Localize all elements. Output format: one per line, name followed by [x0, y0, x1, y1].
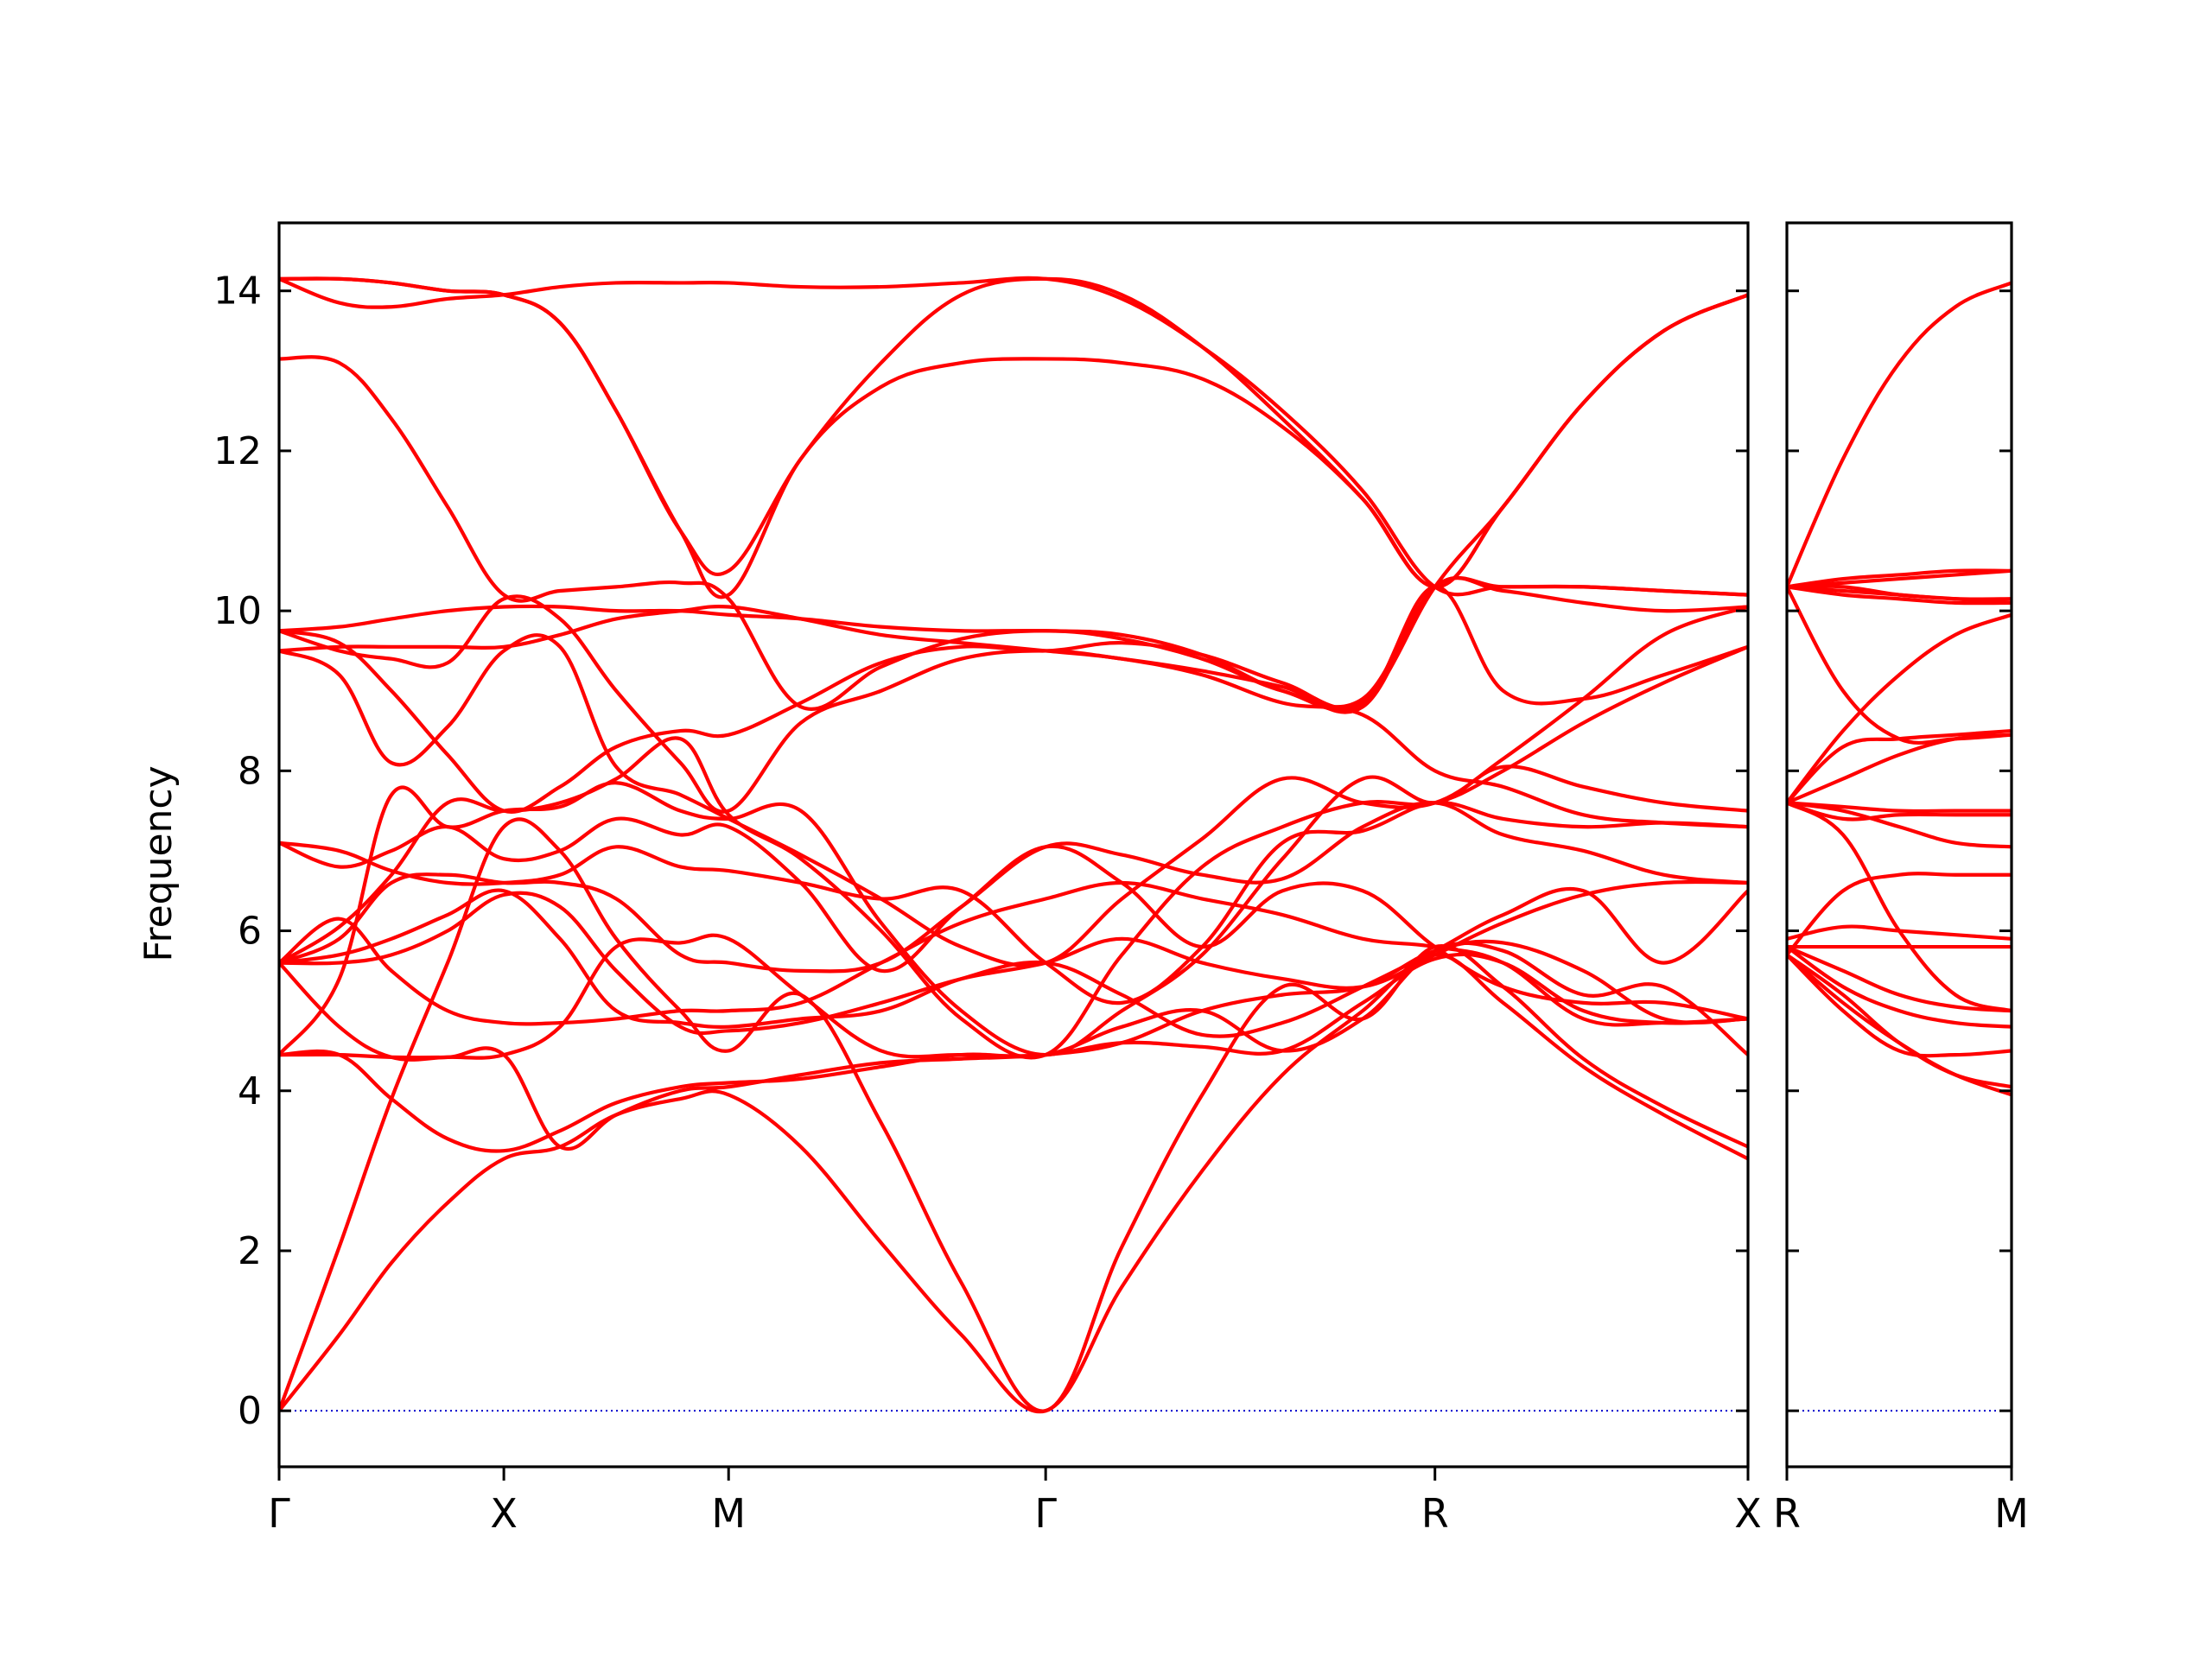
bands-group [1787, 281, 2012, 1097]
phonon-band-line [279, 880, 1748, 1027]
phonon-band-line [1787, 281, 2012, 589]
phonon-band-line [1787, 944, 2012, 1029]
phonon-band-line [1787, 585, 2012, 745]
y-tick-label: 4 [238, 1069, 262, 1113]
phonon-band-line [279, 816, 1748, 1021]
phonon-band-line [279, 879, 1748, 1036]
axes-frame [1785, 221, 2013, 1469]
phonon-band-line [279, 644, 1748, 1060]
phonon-band-line [1787, 944, 2012, 1013]
phonon-band-line [1787, 568, 2012, 589]
y-tick-label: 14 [213, 270, 262, 314]
y-tick-label: 8 [238, 749, 262, 793]
phonon-band-line [1787, 801, 2012, 814]
phonon-band-line [1787, 801, 2012, 1013]
panel-main: 0 2 4 6 8 10 12 14 Γ X M Γ R X [213, 221, 1762, 1537]
phonon-band-line [279, 605, 1748, 829]
x-tick-label: X [490, 1490, 518, 1537]
phonon-band-line [279, 585, 1748, 814]
phonon-band-line [1787, 568, 2012, 589]
phonon-band-line [1787, 584, 2012, 605]
bands-group [279, 276, 1748, 1414]
x-tick-label: R [1421, 1490, 1449, 1537]
x-tick-label: Γ [1034, 1490, 1057, 1537]
phonon-band-line [1787, 953, 2012, 1089]
phonon-band-line [1787, 953, 2012, 1058]
phonon-band-line [1787, 801, 2012, 821]
x-tick-label: R [1773, 1490, 1801, 1537]
phonon-band-line [279, 933, 1748, 1062]
y-tick-label: 2 [238, 1229, 262, 1273]
y-tick-label: 10 [213, 589, 262, 633]
phonon-band-line [1787, 585, 2012, 606]
phonon-band-line [1787, 801, 2012, 849]
x-tick-label: X [1734, 1490, 1762, 1537]
axes-frame [277, 221, 1750, 1469]
y-axis-label: Frequency [137, 765, 181, 961]
phonon-band-line [1787, 872, 2012, 957]
y-tick-label: 6 [238, 910, 262, 954]
x-tick-label: M [1994, 1490, 2029, 1537]
phonon-band-line [279, 801, 1748, 1005]
phonon-band-line [1787, 612, 2012, 805]
y-tick-label: 12 [213, 429, 262, 473]
phonon-band-line [279, 576, 1748, 814]
phonon-band-line [279, 276, 1748, 599]
y-tick-label: 0 [238, 1389, 262, 1433]
phonon-band-line [279, 939, 1748, 1151]
x-tick-label: Γ [268, 1490, 290, 1537]
x-tick-label: M [711, 1490, 746, 1537]
